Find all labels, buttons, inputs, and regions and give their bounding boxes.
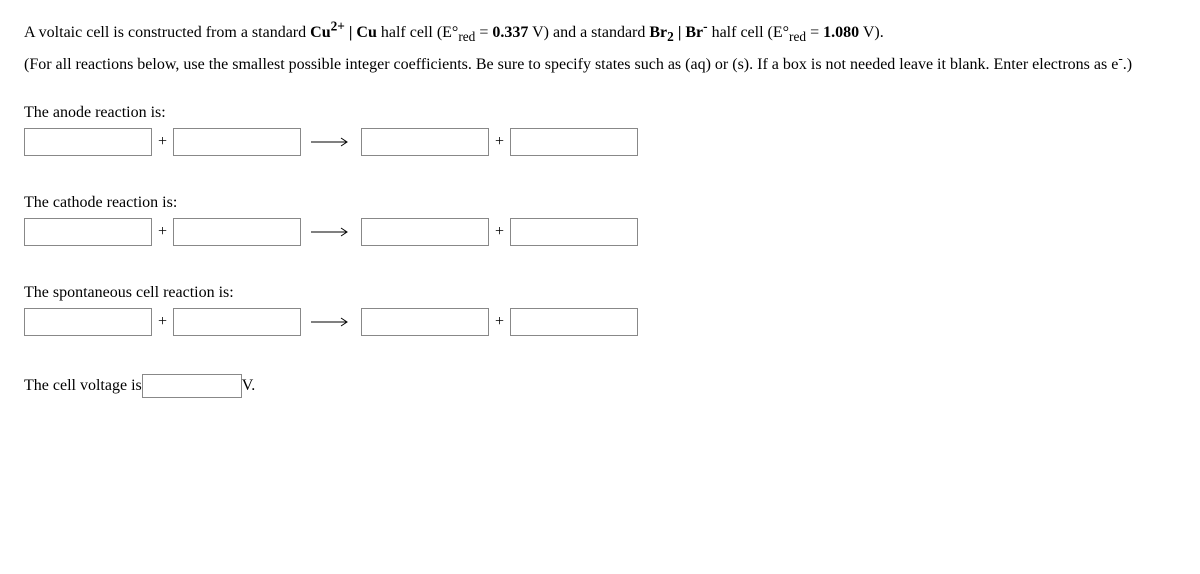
voltage-input[interactable] [142,374,242,398]
red-sub-1: red [458,29,475,44]
anode-reactant-2[interactable] [173,128,301,156]
cu-symbol: Cu [310,24,330,41]
cu-half-label: half cell (E° [377,24,458,41]
voltage-unit: V. [242,377,256,395]
br-unit: V). [859,24,884,41]
spont-reactant-2[interactable] [173,308,301,336]
spontaneous-title: The spontaneous cell reaction is: [24,284,1176,302]
instruction-text: (For all reactions below, use the smalle… [24,56,1118,73]
cathode-product-2[interactable] [510,218,638,246]
cu-eq: = [475,24,492,41]
instruction-end: .) [1123,56,1132,73]
spont-product-1[interactable] [361,308,489,336]
plus-op: + [495,313,504,331]
spontaneous-section: The spontaneous cell reaction is: + + [24,284,1176,336]
br-half-label: half cell (E° [708,24,789,41]
spont-product-2[interactable] [510,308,638,336]
arrow-icon [311,226,351,238]
voltage-row: The cell voltage is V. [24,374,1176,398]
anode-section: The anode reaction is: + + [24,104,1176,156]
cathode-title: The cathode reaction is: [24,194,1176,212]
br2-symbol: Br [649,24,667,41]
plus-op: + [158,223,167,241]
br-sep: | Br [674,24,703,41]
arrow-icon [311,316,351,328]
problem-intro: A voltaic cell is constructed from a sta… [24,24,1176,42]
red-sub-2: red [789,29,806,44]
anode-title: The anode reaction is: [24,104,1176,122]
plus-op: + [495,133,504,151]
cu-unit: V) and a standard [528,24,649,41]
cathode-reactant-1[interactable] [24,218,152,246]
plus-op: + [158,313,167,331]
plus-op: + [495,223,504,241]
br2-sub: 2 [667,29,674,44]
br-eq: = [806,24,823,41]
anode-reactant-1[interactable] [24,128,152,156]
plus-op: + [158,133,167,151]
cathode-product-1[interactable] [361,218,489,246]
cathode-section: The cathode reaction is: + + [24,194,1176,246]
cathode-reactant-2[interactable] [173,218,301,246]
voltage-label: The cell voltage is [24,377,142,395]
problem-instruction: (For all reactions below, use the smalle… [24,56,1176,74]
spont-reactant-1[interactable] [24,308,152,336]
cu-value: 0.337 [492,24,528,41]
cu-sep: | Cu [345,24,377,41]
cu-charge: 2+ [331,19,345,34]
arrow-icon [311,136,351,148]
spontaneous-reaction-row: + + [24,308,1176,336]
intro-prefix: A voltaic cell is constructed from a sta… [24,24,310,41]
anode-product-2[interactable] [510,128,638,156]
anode-product-1[interactable] [361,128,489,156]
cathode-reaction-row: + + [24,218,1176,246]
br-value: 1.080 [823,24,859,41]
anode-reaction-row: + + [24,128,1176,156]
